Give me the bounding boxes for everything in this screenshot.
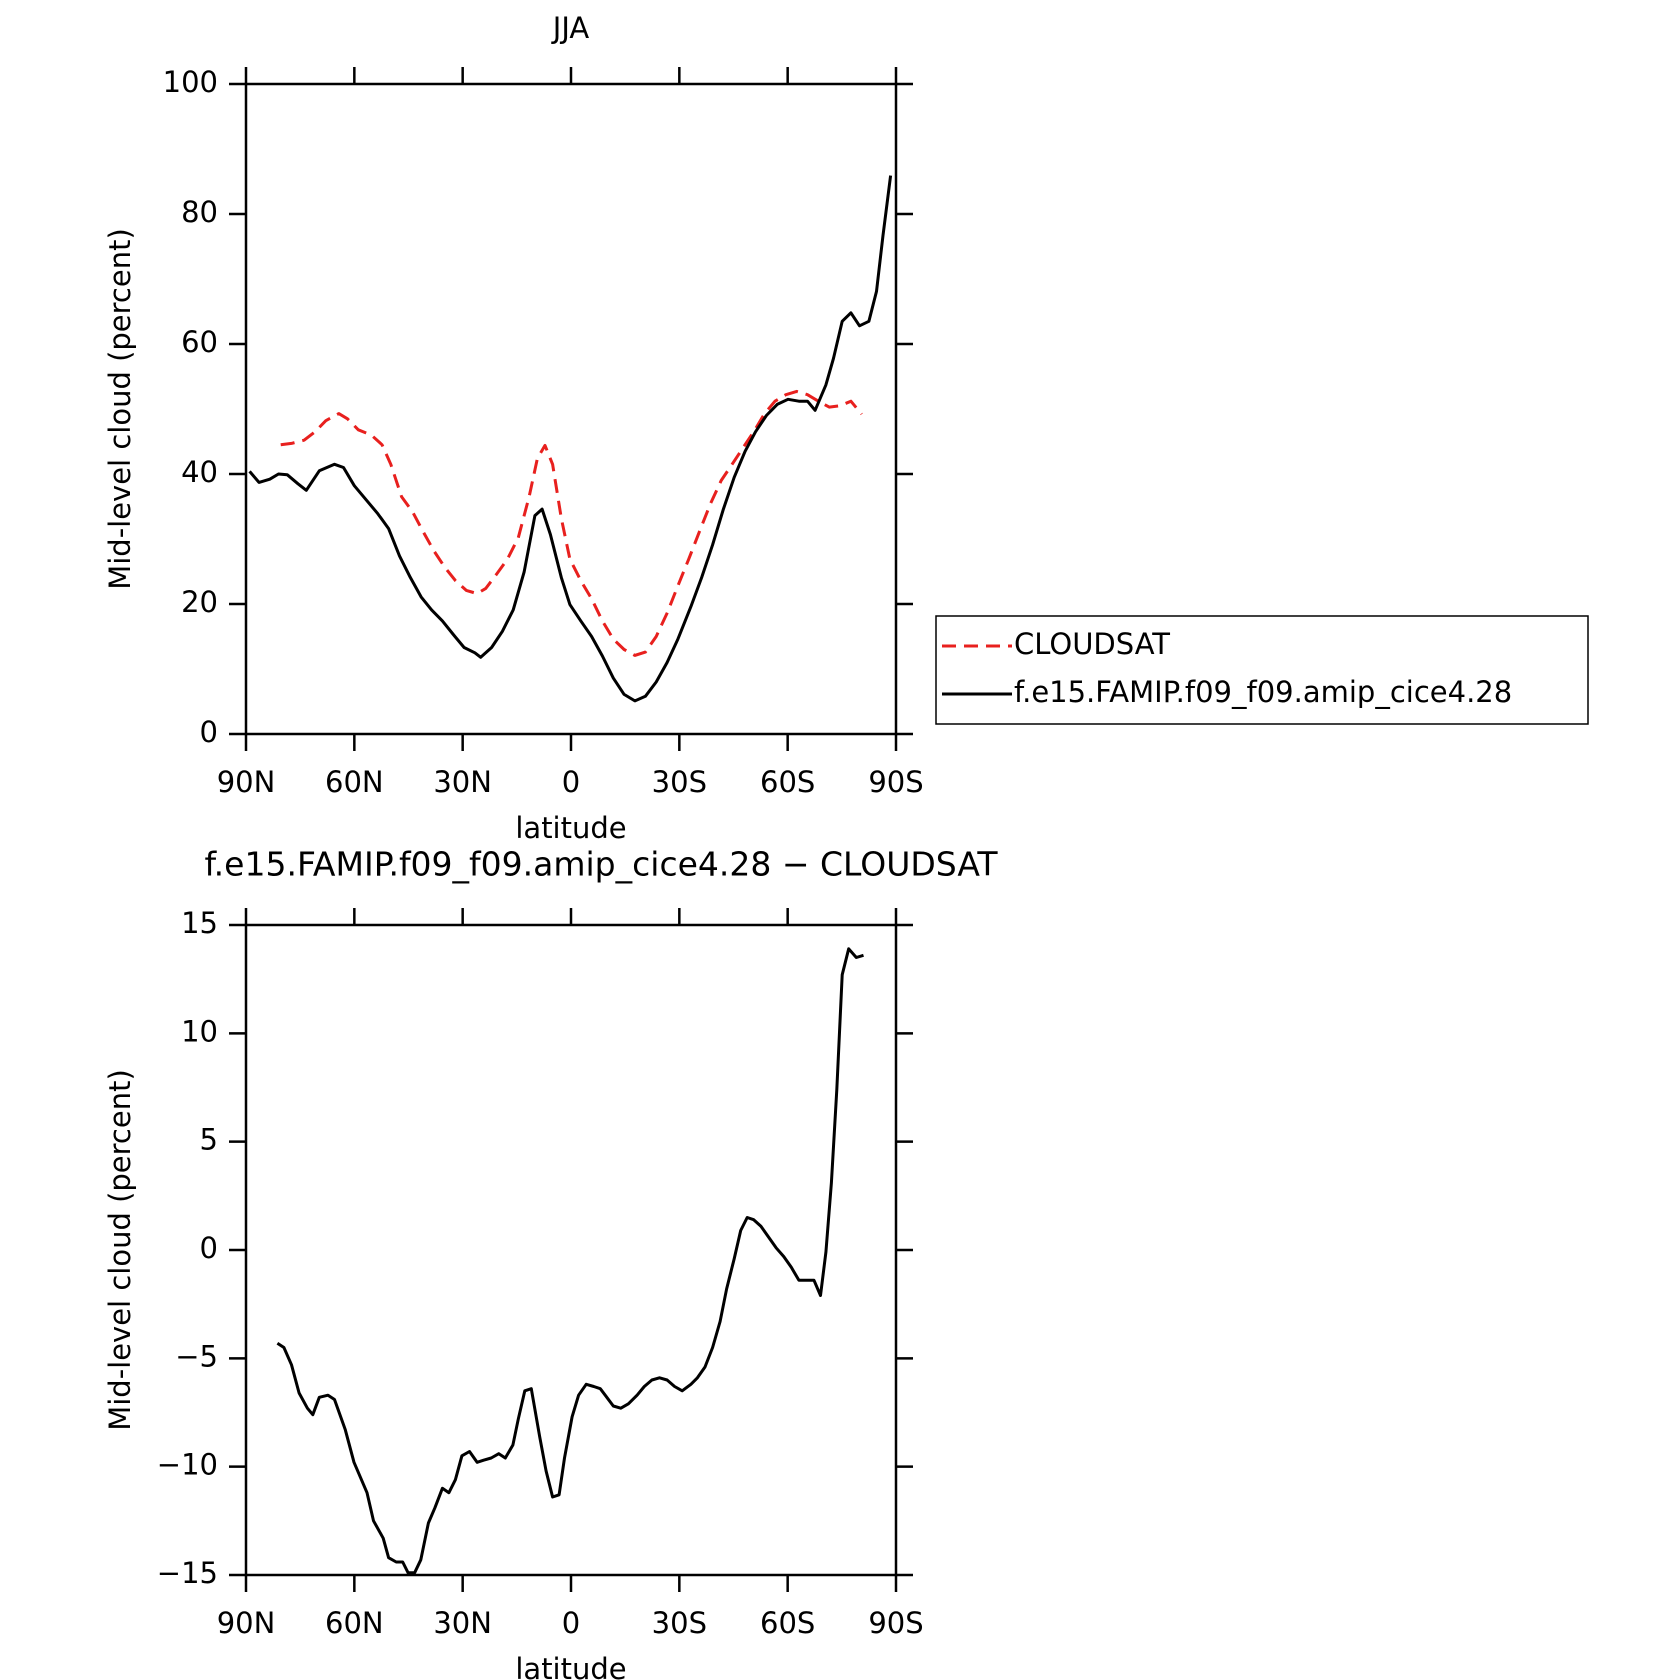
- plot-frame: [244, 923, 898, 1577]
- y-tick-label: 0: [200, 1231, 218, 1265]
- y-tick-label: 0: [200, 715, 218, 749]
- x-tick-label: 60N: [325, 1606, 384, 1640]
- x-tick-label: 0: [562, 765, 580, 799]
- y-tick-label: 60: [181, 325, 218, 359]
- plot-frame: [244, 82, 898, 736]
- y-tick-label: 40: [181, 455, 218, 489]
- x-tick-label: 30N: [433, 1606, 492, 1640]
- series-line: [276, 947, 864, 1575]
- x-tick-label: 60N: [325, 765, 384, 799]
- chart-title: JJA: [551, 11, 590, 45]
- x-tick-label: 90N: [217, 765, 276, 799]
- x-tick-label: 30S: [652, 1606, 707, 1640]
- y-axis-label: Mid-level cloud (percent): [103, 1069, 137, 1431]
- series-line: [280, 389, 863, 657]
- y-tick-label: 5: [200, 1123, 218, 1157]
- y-tick-label: 10: [181, 1014, 218, 1048]
- x-tick-label: 90N: [217, 1606, 276, 1640]
- x-tick-label: 30S: [652, 765, 707, 799]
- x-tick-label: 0: [562, 1606, 580, 1640]
- y-tick-label: 80: [181, 195, 218, 229]
- legend-label: f.e15.FAMIP.f09_f09.amip_cice4.28: [1014, 675, 1512, 709]
- x-axis-label: latitude: [515, 811, 626, 845]
- y-tick-label: 20: [181, 585, 218, 619]
- y-tick-label: −15: [157, 1556, 218, 1590]
- x-tick-label: 60S: [760, 1606, 815, 1640]
- legend-box: [935, 615, 1589, 725]
- legend-label: CLOUDSAT: [1014, 627, 1170, 661]
- x-tick-label: 90S: [868, 1606, 923, 1640]
- y-tick-label: −10: [157, 1448, 218, 1482]
- x-tick-label: 30N: [433, 765, 492, 799]
- series-line: [248, 175, 893, 703]
- x-tick-label: 90S: [868, 765, 923, 799]
- y-tick-label: 100: [163, 65, 218, 99]
- y-tick-label: −5: [175, 1339, 218, 1373]
- x-axis-label: latitude: [515, 1652, 626, 1680]
- chart-title: f.e15.FAMIP.f09_f09.amip_cice4.28 − CLOU…: [204, 845, 998, 884]
- y-tick-label: 15: [181, 906, 218, 940]
- y-axis-label: Mid-level cloud (percent): [103, 228, 137, 590]
- x-tick-label: 60S: [760, 765, 815, 799]
